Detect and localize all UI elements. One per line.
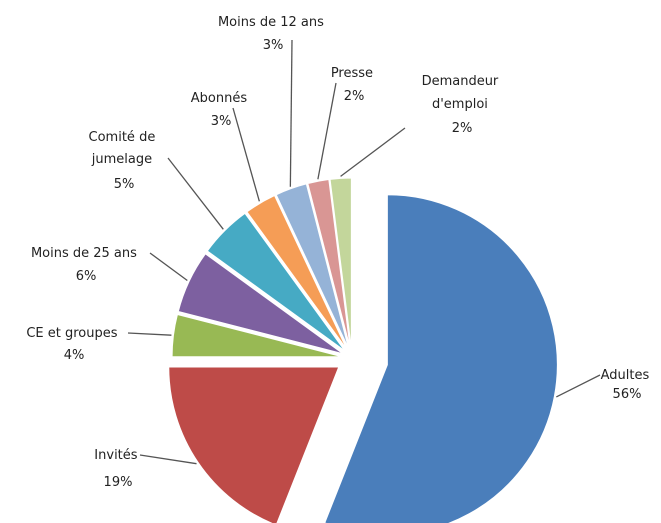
label-demandeur-emploi: Demandeur d'emploi 2% [422, 74, 503, 136]
slice-invites [168, 366, 340, 523]
leader-comite-de-jumelage [167, 157, 224, 230]
label-presse-pct: 2% [344, 89, 365, 104]
label-ce-groupes-name: CE et groupes [26, 326, 117, 341]
slice-abonnes [246, 194, 348, 350]
leader-presse [317, 82, 337, 180]
slice-presse [307, 178, 351, 349]
slice-comite-de-jumelage [206, 212, 346, 352]
label-moins-25: Moins de 25 ans 6% [31, 246, 141, 284]
label-moins-12-name: Moins de 12 ans [218, 15, 324, 30]
leader-demandeur-d-emploi [340, 127, 406, 177]
leader-abonnes [232, 107, 260, 202]
slice-moins-de-12-ans [275, 183, 350, 349]
label-adultes: Adultes 56% [601, 368, 654, 402]
label-demandeur-emploi-line1: Demandeur [422, 74, 499, 89]
label-comite-jumelage-line1: Comité de [89, 130, 156, 145]
label-invites-pct: 19% [104, 475, 133, 490]
slice-moins-de-25-ans [177, 253, 344, 355]
label-demandeur-emploi-pct: 2% [452, 121, 473, 136]
label-moins-12-pct: 3% [263, 38, 284, 53]
label-ce-groupes-pct: 4% [64, 348, 85, 363]
label-adultes-name: Adultes [601, 368, 650, 383]
label-comite-jumelage: Comité de jumelage 5% [89, 130, 160, 192]
label-comite-jumelage-pct: 5% [114, 177, 135, 192]
label-abonnes-name: Abonnés [191, 91, 248, 106]
label-demandeur-emploi-line2: d'emploi [432, 97, 488, 112]
leader-moins-de-25-ans [149, 252, 188, 282]
slice-demandeur-d-emploi [329, 177, 352, 349]
slice-adultes [324, 194, 558, 523]
slice-ce-et-groupes [171, 313, 343, 358]
label-adultes-pct: 56% [613, 387, 642, 402]
label-invites: Invités 19% [94, 448, 141, 490]
label-ce-groupes: CE et groupes 4% [26, 326, 121, 363]
leader-ce-et-groupes [127, 332, 172, 336]
leader-adultes [556, 374, 601, 398]
label-invites-name: Invités [94, 448, 137, 463]
label-moins-25-pct: 6% [76, 269, 97, 284]
leader-moins-de-12-ans [289, 39, 293, 187]
pie-slices [168, 177, 558, 523]
label-abonnes-pct: 3% [211, 114, 232, 129]
label-moins-12: Moins de 12 ans 3% [218, 15, 328, 53]
label-presse-name: Presse [331, 66, 373, 81]
label-presse: Presse 2% [331, 66, 377, 104]
label-moins-25-name: Moins de 25 ans [31, 246, 137, 261]
label-comite-jumelage-line2: jumelage [91, 152, 152, 167]
leader-invites [139, 454, 197, 465]
label-abonnes: Abonnés 3% [191, 91, 252, 129]
leader-lines [127, 39, 601, 465]
data-labels: Adultes 56% Invités 19% CE et groupes 4%… [26, 15, 654, 490]
